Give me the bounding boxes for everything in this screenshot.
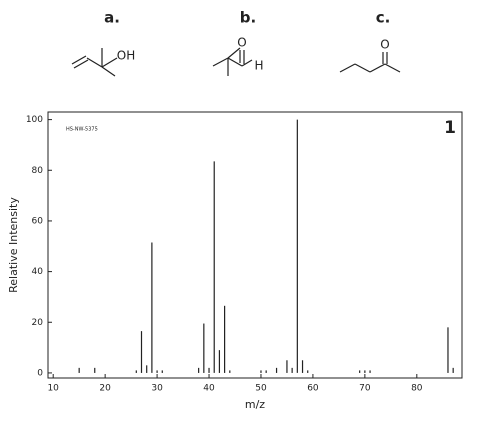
x-tick-label: 20 [99, 384, 111, 394]
x-tick-label: 60 [307, 384, 319, 394]
y-tick-label: 0 [37, 368, 43, 378]
molecule-a [71, 48, 118, 77]
atom-label: O [380, 38, 389, 52]
x-tick-label: 80 [411, 384, 423, 394]
y-tick-label: 100 [26, 115, 43, 125]
atom-label: O [237, 36, 246, 50]
y-tick-label: 60 [32, 216, 44, 226]
y-tick-label: 40 [32, 267, 44, 277]
molecule-c [339, 52, 401, 73]
x-tick-label: 50 [255, 384, 267, 394]
panel-label: 1 [444, 118, 456, 138]
molecule-b [212, 47, 253, 76]
code-label: HS-NW-5375 [66, 127, 98, 133]
atom-label: OH [117, 49, 135, 63]
y-tick-label: 20 [32, 318, 44, 328]
structure-label: c. [376, 9, 391, 27]
y-tick-label: 80 [32, 166, 44, 176]
plot-frame [47, 111, 463, 379]
structure-label: a. [104, 9, 120, 27]
atom-label: H [254, 59, 263, 73]
x-tick-label: 10 [47, 384, 59, 394]
x-tick-label: 40 [203, 384, 215, 394]
x-axis-label: m/z [245, 398, 265, 411]
x-tick-label: 70 [359, 384, 371, 394]
x-tick-label: 30 [151, 384, 163, 394]
structure-label: b. [240, 9, 256, 27]
y-axis-label: Relative Intensity [7, 197, 20, 293]
